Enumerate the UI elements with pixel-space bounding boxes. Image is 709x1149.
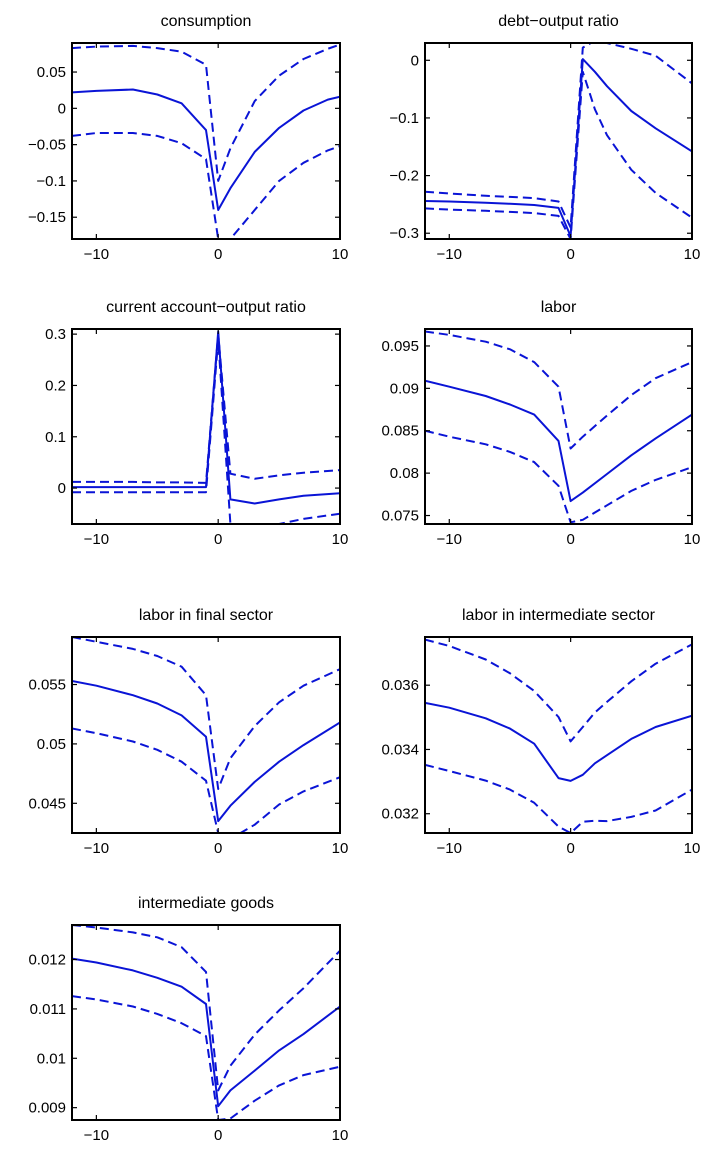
y-tick-label: 0 <box>411 52 419 69</box>
y-tick-label: 0.009 <box>28 1100 66 1117</box>
lower-band-line <box>425 763 692 833</box>
x-tick-label: −10 <box>437 246 462 263</box>
x-tick-label: −10 <box>437 840 462 857</box>
y-tick-label: −0.15 <box>28 209 66 226</box>
axes-frame <box>71 328 341 525</box>
median-line <box>72 88 340 211</box>
y-tick-label: 0.012 <box>28 952 66 969</box>
y-tick-label: 0.045 <box>28 795 66 812</box>
panel-title: consumption <box>161 13 252 30</box>
panel-title: current account−output ratio <box>106 299 306 316</box>
y-tick-label: −0.3 <box>389 225 419 242</box>
axes-frame <box>424 328 693 525</box>
upper-band-line <box>72 333 340 484</box>
y-tick-label: 0.036 <box>381 677 419 694</box>
y-tick-label: −0.1 <box>36 173 66 190</box>
x-tick-label: 10 <box>332 840 349 857</box>
x-tick-label: 0 <box>214 840 222 857</box>
upper-band-line <box>425 330 692 450</box>
x-tick-label: −10 <box>84 1127 109 1144</box>
panel-title: intermediate goods <box>138 895 274 912</box>
x-tick-label: 0 <box>566 531 574 548</box>
panel-title: labor <box>541 299 577 316</box>
y-tick-label: 0.1 <box>45 429 66 446</box>
x-tick-label: 10 <box>684 246 701 263</box>
lower-band-line <box>72 995 340 1120</box>
axes-frame <box>424 42 693 240</box>
lower-band-line <box>425 70 692 239</box>
median-line <box>72 330 340 505</box>
y-tick-label: 0.2 <box>45 377 66 394</box>
panel-3: current account−output ratio −10 0 10 0 0.1 0.… <box>45 299 348 548</box>
upper-band-line <box>72 637 340 790</box>
x-tick-label: 10 <box>684 840 701 857</box>
axes-frame <box>424 636 693 834</box>
upper-band-line <box>425 43 692 229</box>
axes-frame <box>71 42 341 240</box>
median-line <box>72 680 340 823</box>
x-tick-label: −10 <box>84 246 109 263</box>
panel-title: labor in intermediate sector <box>462 607 656 624</box>
x-tick-label: 0 <box>566 246 574 263</box>
panel-5: labor in final sector −10 0 10 0.045 0.05 0.05… <box>28 607 348 857</box>
y-tick-label: 0.075 <box>381 508 419 525</box>
x-tick-label: 10 <box>332 531 349 548</box>
x-tick-label: −10 <box>437 531 462 548</box>
y-tick-label: 0.085 <box>381 423 419 440</box>
median-line <box>425 701 692 782</box>
panel-title: labor in final sector <box>139 607 274 624</box>
y-tick-label: −0.2 <box>389 168 419 185</box>
y-tick-label: 0 <box>58 480 66 497</box>
y-tick-label: 0.01 <box>37 1050 66 1067</box>
y-tick-label: 0.095 <box>381 338 419 355</box>
x-tick-label: 0 <box>214 1127 222 1144</box>
x-tick-label: 10 <box>332 246 349 263</box>
axes-frame <box>71 924 341 1121</box>
x-tick-label: −10 <box>84 840 109 857</box>
panel-6: labor in intermediate sector −10 0 10 0.032 0… <box>381 607 700 857</box>
y-tick-label: 0.05 <box>37 64 66 81</box>
y-tick-label: 0.05 <box>37 736 66 753</box>
x-tick-label: 0 <box>214 531 222 548</box>
lower-band-line <box>425 429 692 524</box>
panel-4: labor −10 0 10 0.075 0.08 0.085 0.09 0.095 <box>381 299 700 548</box>
y-tick-label: −0.05 <box>28 137 66 154</box>
y-tick-label: 0.08 <box>390 465 419 482</box>
y-tick-label: −0.1 <box>389 110 419 127</box>
y-tick-label: 0.011 <box>30 1001 66 1018</box>
x-tick-label: 10 <box>684 531 701 548</box>
upper-band-line <box>425 638 692 743</box>
lower-band-line <box>72 727 340 833</box>
x-tick-label: −10 <box>84 531 109 548</box>
y-tick-label: 0 <box>58 100 66 117</box>
y-tick-label: 0.055 <box>28 677 66 694</box>
median-line <box>425 379 692 503</box>
lower-band-line <box>72 132 340 239</box>
median-line <box>425 58 692 238</box>
panel-7: intermediate goods −10 0 10 0.009 0.01 0.011 0.… <box>28 895 348 1144</box>
y-tick-label: 0.3 <box>45 326 66 343</box>
x-tick-label: 0 <box>566 840 574 857</box>
y-tick-label: 0.09 <box>390 380 419 397</box>
panel-title: debt−output ratio <box>498 13 619 30</box>
upper-band-line <box>72 43 340 182</box>
median-line <box>72 957 340 1108</box>
y-tick-label: 0.032 <box>381 806 419 823</box>
x-tick-label: 0 <box>214 246 222 263</box>
panel-1: consumption −10 0 10 −0.15 −0.1 −0.05 0 0.05 <box>28 13 348 263</box>
panel-2: debt−output ratio −10 0 10 −0.3 −0.2 −0.1 0 <box>389 13 700 263</box>
axes-frame <box>71 636 341 834</box>
x-tick-label: 10 <box>332 1127 349 1144</box>
y-tick-label: 0.034 <box>381 741 419 758</box>
